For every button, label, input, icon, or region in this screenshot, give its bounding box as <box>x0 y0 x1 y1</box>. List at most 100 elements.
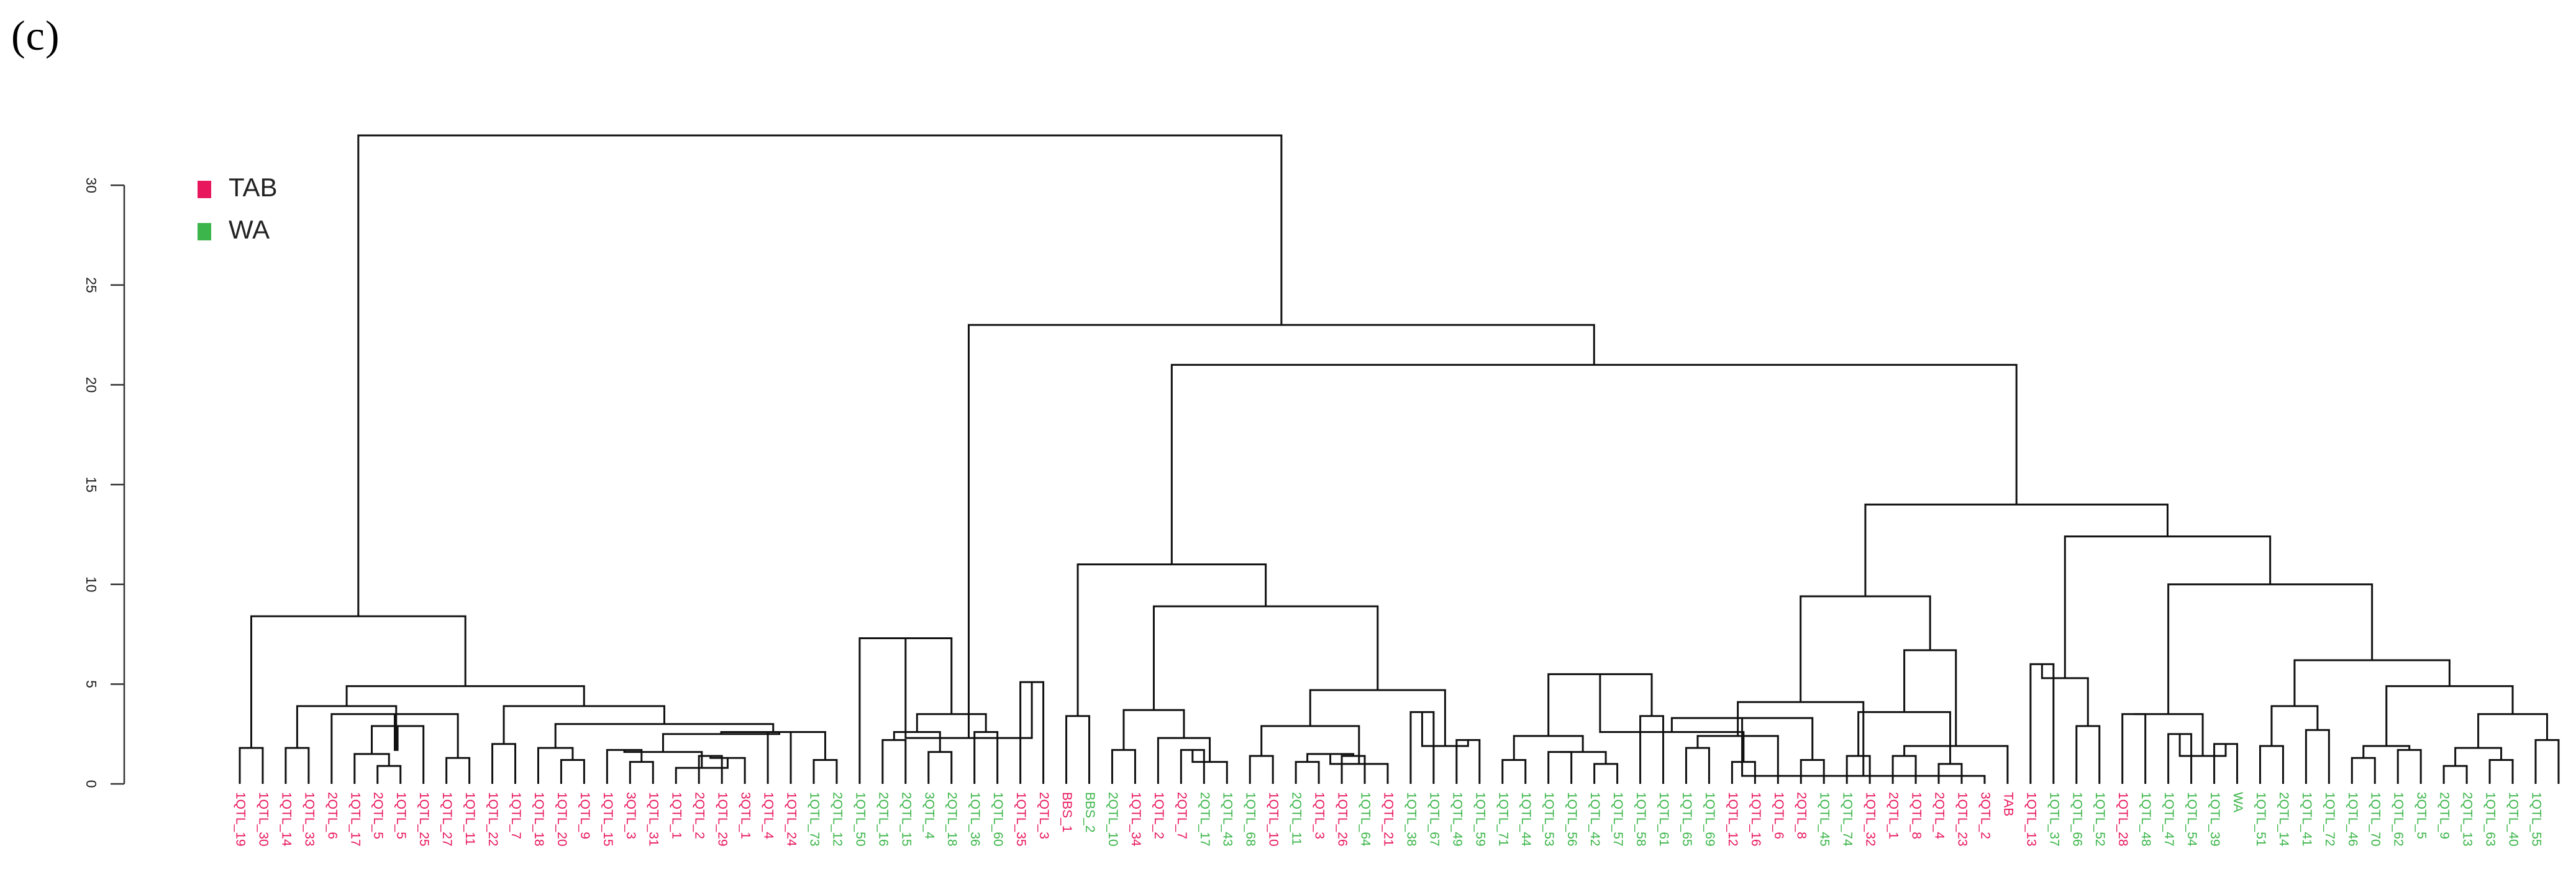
leaf-label: 2QTL_1 <box>1886 792 1901 839</box>
dendrogram-link <box>1157 737 1211 784</box>
leaf-label: 2QTL_2 <box>693 792 707 839</box>
leaf-label: 2QTL_6 <box>325 792 339 839</box>
dendrogram-link <box>1737 701 1865 776</box>
leaf-label: 1QTL_65 <box>1680 792 1694 847</box>
dendrogram-link <box>1329 753 1389 784</box>
leaf-label: 1QTL_63 <box>2483 792 2498 847</box>
dendrogram-link <box>503 705 665 744</box>
dendrogram-link <box>2270 705 2319 746</box>
dendrogram-link <box>445 757 471 784</box>
leaf-label: 1QTL_7 <box>509 792 523 839</box>
y-tick-label: 5 <box>83 680 99 688</box>
dendrogram-link <box>2041 664 2089 726</box>
dendrogram-link <box>2064 535 2272 678</box>
dendrogram-link <box>1670 717 1814 760</box>
leaf-label: 1QTL_18 <box>532 792 546 847</box>
leaf-label: 1QTL_9 <box>578 792 592 839</box>
leaf-label: 1QTL_29 <box>716 792 730 847</box>
dendrogram-link <box>1685 747 1710 784</box>
dendrogram-link <box>1152 605 1379 711</box>
leaf-label: 1QTL_54 <box>2185 792 2199 847</box>
leaf-label: 2QTL_16 <box>876 792 890 847</box>
leaf-label: 1QTL_33 <box>302 792 316 847</box>
dendrogram-link <box>296 705 398 750</box>
legend-label-tab: TAB <box>229 173 278 202</box>
leaf-label: 1QTL_34 <box>1129 792 1143 847</box>
legend: TAB WA <box>198 173 278 244</box>
leaf-label: 3QTL_5 <box>2414 792 2429 839</box>
dendrogram-link <box>1547 673 1653 736</box>
leaf-label: 1QTL_32 <box>1864 792 1878 847</box>
leaf-label: 1QTL_45 <box>1818 792 1832 847</box>
dendrogram-link <box>973 730 999 784</box>
dendrogram-link <box>1846 755 1871 784</box>
panel-label: (c) <box>11 12 60 59</box>
leaf-label: 1QTL_70 <box>2369 792 2383 847</box>
dendrogram-link <box>1340 755 1366 784</box>
dendrogram-link <box>1864 503 2169 597</box>
dendrogram-link <box>491 743 517 784</box>
dendrogram-link <box>371 725 425 784</box>
leaf-label: 2QTL_7 <box>1175 792 1189 839</box>
leaf-label: 2QTL_15 <box>899 792 913 847</box>
dendrogram-link <box>904 638 1033 739</box>
dendrogram-link <box>812 758 838 784</box>
legend-swatch-wa <box>198 223 211 240</box>
dendrogram-link <box>916 713 987 732</box>
leaf-label: 1QTL_24 <box>784 792 798 847</box>
legend-label-wa: WA <box>229 215 270 244</box>
dendrogram-link <box>967 324 1595 739</box>
leaf-label: 1QTL_61 <box>1657 792 1671 847</box>
dendrogram-link <box>376 765 402 784</box>
leaf-label: 2QTL_12 <box>830 792 844 847</box>
dendrogram-link <box>2454 747 2503 766</box>
dendrogram-link <box>1122 709 1185 750</box>
dendrogram-link <box>2167 733 2193 784</box>
leaf-label: 1QTL_72 <box>2323 792 2337 847</box>
dendrogram-link <box>1260 725 1360 764</box>
leaf-label: 2QTL_10 <box>1106 792 1120 847</box>
dendrogram-link <box>1800 595 1931 703</box>
dendrogram-link <box>1295 761 1320 784</box>
dendrogram-link <box>1800 758 1825 784</box>
leaf-label: 1QTL_56 <box>1565 792 1579 847</box>
leaf-label: WA <box>2231 792 2245 812</box>
dendrogram-link <box>2442 765 2468 784</box>
leaf-label: 1QTL_49 <box>1450 792 1464 847</box>
dendrogram-link <box>1731 761 1756 784</box>
leaf-label: 1QTL_57 <box>1611 792 1625 847</box>
dendrogram-link <box>2351 757 2376 784</box>
dendrogram-link <box>239 747 264 784</box>
dendrogram-link <box>623 750 703 768</box>
leaf-label: 1QTL_41 <box>2300 792 2314 847</box>
leaf-label: 3QTL_4 <box>922 792 936 839</box>
dendrogram-link <box>250 615 467 748</box>
leaf-label: 1QTL_44 <box>1519 792 1533 847</box>
leaf-label: 1QTL_13 <box>2024 792 2038 847</box>
leaf-label: 1QTL_74 <box>1841 792 1855 847</box>
leaf-label: 1QTL_20 <box>555 792 569 847</box>
leaf-label: 1QTL_8 <box>1909 792 1924 839</box>
leaf-label: 1QTL_3 <box>1313 792 1327 839</box>
dendrogram-link <box>2396 748 2422 784</box>
leaf-label: 1QTL_55 <box>2529 792 2543 847</box>
leaf-label: 1QTL_60 <box>991 792 1005 847</box>
dendrogram-link <box>560 758 585 784</box>
leaf-label: 1QTL_52 <box>2093 792 2107 847</box>
dendrogram-link <box>662 732 781 752</box>
leaf-label: 2QTL_13 <box>2460 792 2475 847</box>
leaf-label: 1QTL_16 <box>1749 792 1763 847</box>
leaf-label: 1QTL_67 <box>1427 792 1441 847</box>
leaf-label: 1QTL_40 <box>2506 792 2520 847</box>
leaf-label: 1QTL_53 <box>1542 792 1556 847</box>
dendrogram-link <box>1547 751 1573 784</box>
leaf-labels: 1QTL_19 1QTL_30 1QTL_14 1QTL_33 2QTL_6 1QTL_1… <box>233 792 2543 847</box>
leaf-label: BBS_1 <box>1060 792 1074 832</box>
dendrogram-link <box>2121 713 2147 784</box>
y-tick-label: 0 <box>83 780 99 788</box>
dendrogram-link <box>1501 758 1527 784</box>
legend-swatch-tab <box>198 181 211 198</box>
dendrogram-link <box>720 730 826 760</box>
leaf-label: 2QTL_18 <box>945 792 959 847</box>
